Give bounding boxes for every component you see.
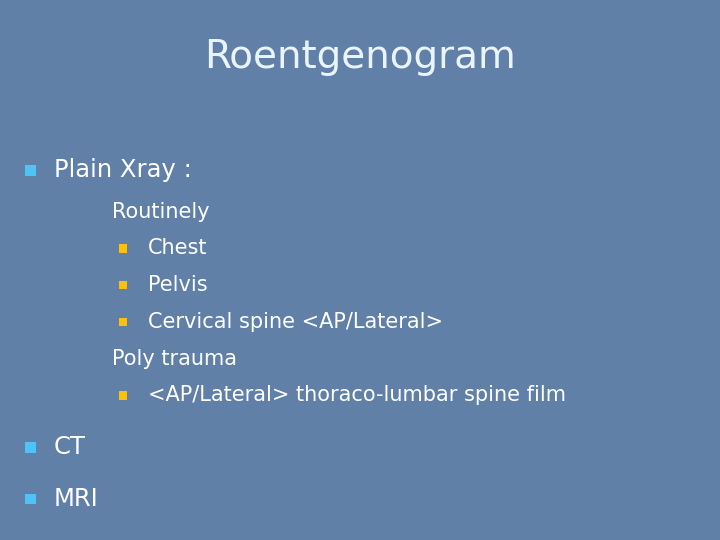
Text: Routinely: Routinely <box>112 201 210 222</box>
Text: <AP/Lateral> thoraco-lumbar spine film: <AP/Lateral> thoraco-lumbar spine film <box>148 385 566 406</box>
Bar <box>25 442 36 453</box>
Text: CT: CT <box>54 435 86 459</box>
Bar <box>119 281 127 289</box>
Text: Plain Xray :: Plain Xray : <box>54 158 192 182</box>
Text: Poly trauma: Poly trauma <box>112 348 237 369</box>
Text: Roentgenogram: Roentgenogram <box>204 38 516 76</box>
Text: Cervical spine <AP/Lateral>: Cervical spine <AP/Lateral> <box>148 312 443 332</box>
Text: Chest: Chest <box>148 238 207 259</box>
Bar <box>25 165 36 176</box>
Bar <box>119 244 127 253</box>
Bar <box>25 494 36 504</box>
Text: MRI: MRI <box>54 487 99 511</box>
Bar <box>119 391 127 400</box>
Text: Pelvis: Pelvis <box>148 275 207 295</box>
Bar <box>119 318 127 326</box>
